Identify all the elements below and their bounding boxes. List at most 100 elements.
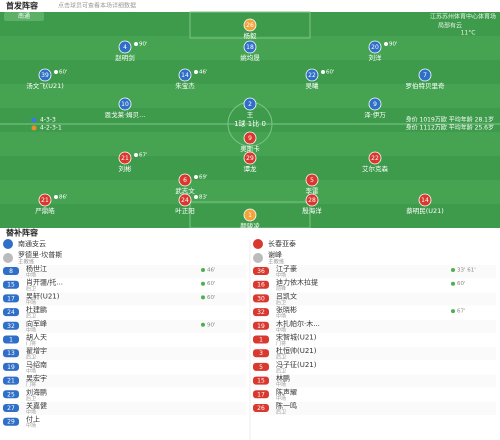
player-number: 21 (41, 197, 49, 204)
home-badge: 南通 (18, 12, 30, 20)
coach-role: 主教练 (268, 258, 285, 266)
player-badge[interactable] (243, 151, 257, 165)
player-badge[interactable] (118, 151, 132, 165)
player-badge[interactable] (243, 97, 257, 111)
sub-position: 中场 (26, 422, 36, 429)
player-number: 9 (373, 101, 377, 108)
player-badge[interactable] (368, 151, 382, 165)
subs-title: 替补阵容 (6, 228, 38, 238)
sub-number: 5 (259, 364, 263, 371)
sub-row[interactable] (2, 388, 246, 402)
player-badge[interactable] (118, 40, 132, 54)
event-time: 60' (207, 281, 216, 287)
player-name: 恩戈莱·姆贝... (105, 110, 146, 119)
player-badge[interactable] (178, 193, 192, 207)
player-number: 1 (248, 212, 252, 219)
sub-row[interactable] (2, 292, 246, 306)
sub-name: 马绍南 (26, 360, 47, 369)
sub-name: 杜建鹏 (26, 305, 47, 314)
event-time: 90' (389, 42, 398, 48)
sub-row[interactable] (252, 347, 496, 361)
sub-row[interactable] (252, 333, 496, 347)
player-badge[interactable] (243, 208, 257, 222)
sub-row[interactable] (2, 347, 246, 361)
team-logo (3, 239, 13, 249)
sub-position: 中场 (276, 395, 286, 402)
sub-row[interactable] (2, 402, 246, 415)
sub-name: 杜恒帅(U21) (276, 346, 317, 355)
sub-row[interactable] (252, 319, 496, 333)
sub-row[interactable] (252, 306, 496, 320)
sub-name: 木扎帕尔·木... (276, 319, 320, 328)
sub-row[interactable] (2, 278, 246, 292)
player-badge[interactable] (118, 97, 132, 111)
sub-name: 付上 (26, 415, 40, 424)
home-stats: 身价 1019万欧 平均年龄 28.1岁 (406, 116, 494, 124)
venue: 江苏苏州体育中心体育场 (430, 13, 496, 21)
away-stats: 身价 1112万欧 平均年龄 25.6岁 (406, 124, 494, 132)
player-name: 艾尔克森 (362, 164, 389, 173)
number-badge (3, 362, 19, 371)
player-badge[interactable] (368, 40, 382, 54)
sub-row[interactable] (2, 265, 246, 278)
sub-row[interactable] (2, 374, 246, 388)
player-badge[interactable] (243, 131, 257, 145)
player-badge[interactable] (305, 173, 319, 187)
sub-number: 32 (257, 309, 265, 316)
sub-row[interactable] (2, 333, 246, 347)
sub-row[interactable] (252, 360, 496, 374)
player-badge[interactable] (418, 68, 432, 82)
player-badge[interactable] (178, 173, 192, 187)
player-badge[interactable] (243, 18, 257, 32)
player-badge[interactable] (305, 68, 319, 82)
player-badge[interactable] (305, 193, 319, 207)
sub-number: 19 (257, 323, 265, 330)
sub-name: 宋智城(U21) (276, 333, 317, 342)
sub-name: 张晓彬 (276, 305, 297, 314)
player-number: 22 (371, 155, 379, 162)
temperature: 11°C (461, 30, 476, 37)
sub-number: 21 (7, 378, 15, 385)
sub-name: 肖开疆/托... (26, 278, 63, 287)
player-number: 2 (248, 101, 252, 108)
sub-row[interactable] (252, 402, 496, 415)
player-name: 叶正阳 (175, 206, 195, 215)
event-icon (451, 281, 455, 286)
sub-row[interactable] (2, 415, 246, 429)
player-number: 5 (310, 177, 314, 184)
sub-row[interactable] (252, 278, 496, 292)
sub-row[interactable] (2, 306, 246, 320)
player-number: 10 (121, 101, 129, 108)
player-badge[interactable] (243, 40, 257, 54)
number-badge (3, 376, 19, 385)
sub-number: 3 (259, 350, 263, 357)
sub-name: 江子豪 (276, 264, 297, 273)
sub-name: 陈声耀 (276, 387, 297, 396)
event-icon (134, 153, 138, 157)
event-icon (451, 309, 455, 314)
sub-row[interactable] (252, 265, 496, 278)
player-badge[interactable] (38, 193, 52, 207)
sub-number: 32 (7, 323, 15, 330)
sub-row[interactable] (252, 292, 496, 306)
player-badge[interactable] (178, 68, 192, 82)
badge-bg (4, 12, 44, 21)
sub-row[interactable] (252, 374, 496, 388)
weather: 局部有云 (438, 22, 462, 30)
sub-row[interactable] (2, 360, 246, 374)
player-badge[interactable] (38, 68, 52, 82)
sub-row[interactable] (2, 319, 246, 333)
event-icon (451, 268, 455, 272)
player-badge[interactable] (418, 193, 432, 207)
player-name: 严鼎皓 (35, 206, 55, 215)
number-badge (3, 308, 19, 317)
event-time: 67' (457, 309, 466, 315)
sub-position: 后卫 (26, 313, 36, 320)
player-badge[interactable] (368, 97, 382, 111)
sub-name: 翟增宇 (26, 346, 47, 355)
sub-number: 27 (7, 405, 15, 412)
sub-row[interactable] (252, 388, 496, 402)
away-formation: 4-2-3-1 (40, 125, 62, 132)
event-icon (54, 70, 58, 74)
